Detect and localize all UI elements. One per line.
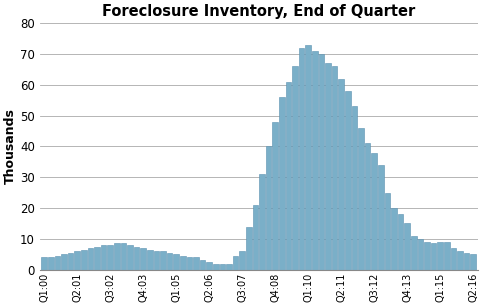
Bar — [378, 165, 384, 270]
Bar — [404, 223, 410, 270]
Bar — [279, 97, 284, 270]
Bar — [68, 253, 73, 270]
Bar — [206, 262, 212, 270]
Bar — [444, 242, 450, 270]
Bar — [424, 242, 430, 270]
Bar — [272, 122, 278, 270]
Bar — [141, 248, 146, 270]
Bar — [365, 143, 370, 270]
Bar — [240, 251, 245, 270]
Bar — [266, 146, 271, 270]
Bar — [319, 54, 324, 270]
Bar — [292, 66, 298, 270]
Bar — [74, 251, 80, 270]
Bar — [42, 257, 47, 270]
Bar — [339, 79, 344, 270]
Bar — [418, 239, 423, 270]
Bar — [457, 251, 463, 270]
Bar — [312, 51, 318, 270]
Bar — [147, 250, 153, 270]
Bar — [61, 254, 67, 270]
Bar — [134, 247, 140, 270]
Bar — [352, 106, 357, 270]
Bar — [285, 82, 291, 270]
Bar — [167, 253, 172, 270]
Bar — [186, 257, 192, 270]
Bar — [332, 66, 338, 270]
Bar — [305, 45, 311, 270]
Bar — [384, 193, 390, 270]
Bar — [371, 153, 377, 270]
Bar — [358, 128, 364, 270]
Bar — [213, 263, 219, 270]
Bar — [94, 247, 100, 270]
Bar — [411, 236, 416, 270]
Bar — [81, 250, 86, 270]
Bar — [451, 248, 456, 270]
Title: Foreclosure Inventory, End of Quarter: Foreclosure Inventory, End of Quarter — [102, 4, 415, 19]
Bar — [398, 214, 403, 270]
Bar — [438, 242, 443, 270]
Bar — [345, 91, 351, 270]
Bar — [88, 248, 93, 270]
Bar — [154, 251, 159, 270]
Y-axis label: Thousands: Thousands — [4, 108, 17, 184]
Bar — [200, 260, 205, 270]
Bar — [253, 205, 258, 270]
Bar — [108, 245, 113, 270]
Bar — [173, 254, 179, 270]
Bar — [114, 244, 120, 270]
Bar — [464, 253, 469, 270]
Bar — [470, 254, 476, 270]
Bar — [180, 256, 185, 270]
Bar — [391, 208, 397, 270]
Bar — [233, 256, 239, 270]
Bar — [259, 174, 265, 270]
Bar — [127, 245, 133, 270]
Bar — [226, 263, 232, 270]
Bar — [55, 256, 60, 270]
Bar — [220, 263, 225, 270]
Bar — [48, 257, 54, 270]
Bar — [431, 244, 436, 270]
Bar — [299, 48, 304, 270]
Bar — [246, 226, 252, 270]
Bar — [160, 251, 166, 270]
Bar — [193, 257, 199, 270]
Bar — [121, 244, 126, 270]
Bar — [101, 245, 106, 270]
Bar — [325, 63, 331, 270]
